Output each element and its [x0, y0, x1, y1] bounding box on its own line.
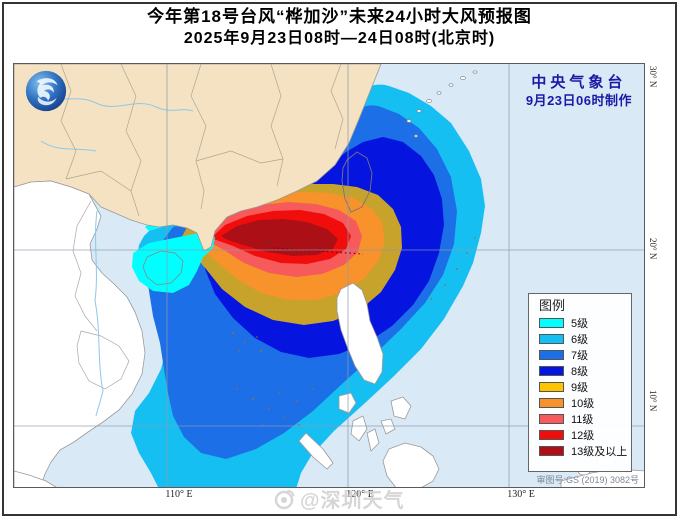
legend-swatch [539, 366, 564, 376]
province-borders [60, 64, 344, 217]
legend-row: 9级 [539, 379, 631, 395]
weibo-icon [274, 489, 295, 509]
legend-row: 6级 [539, 331, 631, 347]
indochina-land [14, 180, 146, 487]
legend-swatch [539, 430, 564, 440]
legend-row: 5级 [539, 315, 631, 331]
title-block: 今年第18号台风“桦加沙”未来24小时大风预报图 2025年9月23日08时—2… [0, 6, 679, 49]
watermark-text: @深圳天气 [300, 490, 405, 512]
typhoon-track-line [272, 247, 364, 255]
legend-label: 7级 [571, 350, 589, 362]
legend-swatch [539, 414, 564, 424]
map-license-number: 审图号:GS (2019) 3082号 [536, 475, 639, 485]
lat-label-10n: 10° N [648, 390, 658, 412]
agency-credit: 中央气象台 9月23日06时制作 [526, 73, 632, 109]
legend-label: 13级及以上 [571, 446, 628, 458]
watermark: @深圳天气 [272, 484, 405, 513]
taiwan-island [341, 151, 373, 213]
hainan-island [142, 250, 184, 286]
legend-swatch [539, 334, 564, 344]
corner-land-se [560, 468, 644, 487]
mekong-river [94, 210, 104, 417]
wind-area-level13 [221, 219, 338, 256]
wind-area-level5-hainan [132, 232, 215, 293]
forecast-map: 中央气象台 9月23日06时制作 图例 5级 6级 7级 8级 9级 10级 1… [13, 63, 645, 488]
legend-swatch [539, 398, 564, 408]
legend-label: 12级 [571, 430, 595, 442]
legend-swatch [539, 446, 564, 456]
legend-title: 图例 [539, 298, 566, 313]
legend-label: 9级 [571, 382, 589, 394]
lon-label-130e: 130° E [507, 489, 535, 500]
legend-row: 12级 [539, 427, 631, 443]
legend-swatch [539, 382, 564, 392]
legend-row: 10级 [539, 395, 631, 411]
legend-label: 10级 [571, 398, 595, 410]
legend-label: 6级 [571, 334, 589, 346]
basemap-svg [14, 64, 644, 487]
island-speck [268, 240, 270, 242]
lat-label-30n: 30° N [648, 66, 658, 88]
legend-label: 5级 [571, 318, 589, 330]
legend-label: 8级 [571, 366, 589, 378]
legend-row: 13级及以上 [539, 443, 631, 459]
agency-name: 中央气象台 [531, 74, 627, 91]
legend-row: 7级 [539, 347, 631, 363]
scs-island-specks [232, 237, 476, 426]
lat-label-20n: 20° N [648, 238, 658, 260]
legend-swatch [539, 318, 564, 328]
corner-land-sw [14, 470, 57, 487]
map-title: 今年第18号台风“桦加沙”未来24小时大风预报图 [147, 7, 532, 26]
ryukyu-islands [406, 70, 478, 138]
legend-label: 11级 [571, 414, 594, 426]
legend-row: 11级 [539, 411, 631, 427]
map-subtitle: 2025年9月23日08时—24日08时(北京时) [183, 30, 496, 47]
lon-label-110e: 110° E [165, 489, 193, 500]
philippines-islands [298, 282, 440, 487]
legend-row: 8级 [539, 363, 631, 379]
wind-legend: 图例 5级 6级 7级 8级 9级 10级 11级 12级 13级及以上 [528, 293, 632, 472]
legend-swatch [539, 350, 564, 360]
legend-rows: 5级 6级 7级 8级 9级 10级 11级 12级 13级及以上 [539, 315, 631, 459]
cma-logo-icon [23, 68, 69, 114]
river-line [40, 140, 97, 152]
agency-issued-time: 9月23日06时制作 [525, 93, 632, 108]
country-borders [72, 200, 130, 390]
island-speck [287, 244, 289, 246]
lon-label-120e: 120° E [346, 489, 374, 500]
